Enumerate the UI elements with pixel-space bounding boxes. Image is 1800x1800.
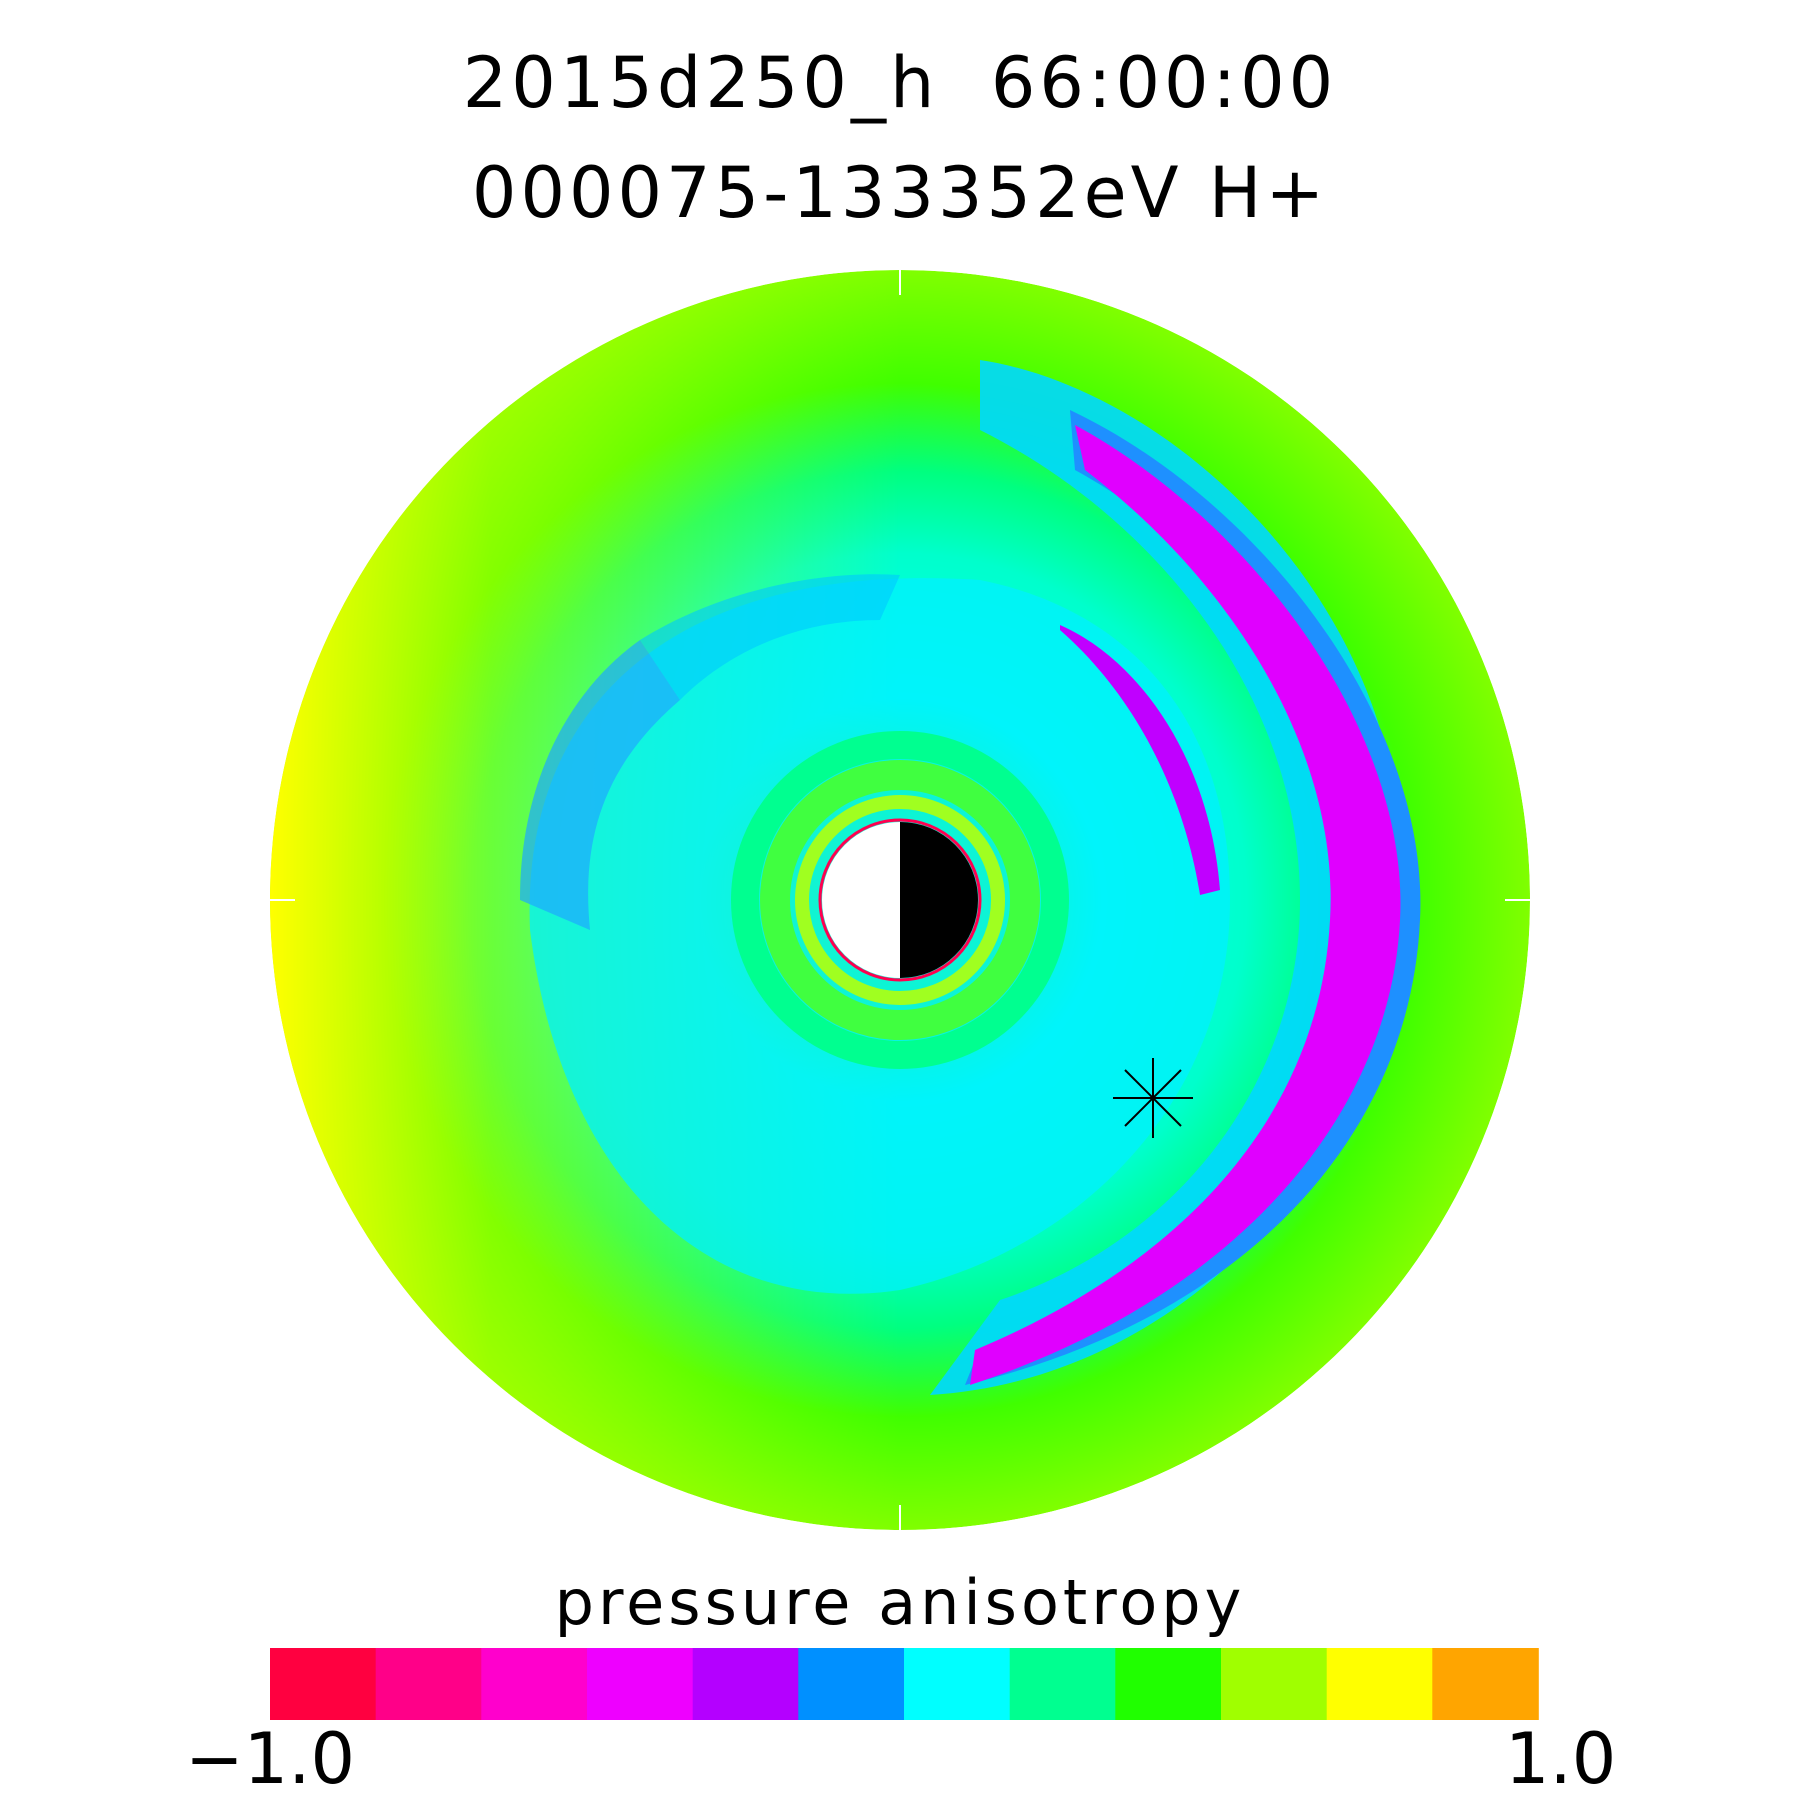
colorbar <box>270 1648 1539 1720</box>
colorbar-segment <box>1115 1648 1222 1720</box>
chart-subtitle: 000075-133352eV H+ <box>471 152 1329 234</box>
colorbar-min-label: −1.0 <box>185 1718 355 1800</box>
colorbar-segment <box>798 1648 905 1720</box>
colorbar-segment <box>481 1648 588 1720</box>
colorbar-segment <box>1009 1648 1117 1720</box>
earth-icon <box>818 818 982 982</box>
colorbar-segment <box>1432 1648 1539 1720</box>
colorbar-segment <box>270 1648 377 1720</box>
colorbar-segment <box>587 1648 694 1720</box>
colorbar-label: pressure anisotropy <box>554 1566 1246 1639</box>
axis-ticks <box>270 270 1530 1530</box>
colorbar-segment <box>904 1648 1011 1720</box>
colorbar-segment <box>375 1648 483 1720</box>
chart-title: 2015d250_h 66:00:00 <box>462 42 1338 124</box>
colorbar-segment <box>1326 1648 1434 1720</box>
colorbar-segment <box>1221 1648 1328 1720</box>
colorbar-max-label: 1.0 <box>1505 1718 1617 1800</box>
colorbar-segment <box>692 1648 800 1720</box>
asterisk-marker <box>1113 1058 1193 1138</box>
